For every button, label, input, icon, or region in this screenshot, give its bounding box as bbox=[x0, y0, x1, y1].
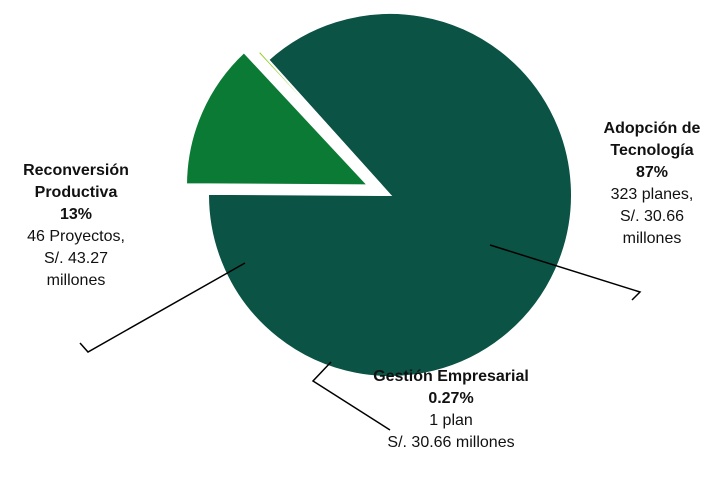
leader-line-0 bbox=[489, 244, 642, 301]
slice-detail-line: S/. 30.66 millones bbox=[387, 434, 515, 451]
slice-detail-line: 46 Proyectos, bbox=[27, 228, 125, 245]
slice-label-gestion-empresarial: Gestión Empresarial 0.27% 1 plan S/. 30.… bbox=[354, 366, 548, 454]
slice-name: Gestión Empresarial bbox=[373, 368, 529, 385]
slice-detail-line: 323 planes, bbox=[610, 186, 694, 203]
slice-detail-line: millones bbox=[46, 272, 106, 289]
slice-detail-line: millones bbox=[622, 230, 682, 247]
leader-lines bbox=[79, 244, 642, 431]
slice-name: Adopción de Tecnología bbox=[603, 120, 701, 159]
pie-slice-0 bbox=[207, 12, 573, 378]
slice-percent: 0.27% bbox=[428, 390, 474, 407]
pie-slice-2 bbox=[256, 49, 383, 187]
pie-slices bbox=[185, 12, 573, 378]
leader-line-1 bbox=[79, 262, 246, 353]
pie-slice-1 bbox=[185, 50, 371, 187]
slice-detail-line: 1 plan bbox=[429, 412, 473, 429]
slice-detail-line: S/. 43.27 bbox=[43, 250, 109, 267]
slice-percent: 87% bbox=[635, 164, 669, 181]
slice-label-adopcion-tecnologia: Adopción de Tecnología 87% 323 planes, S… bbox=[586, 118, 718, 250]
slice-detail-line: S/. 30.66 bbox=[619, 208, 685, 225]
slice-name: Reconversión Productiva bbox=[23, 162, 129, 201]
slice-label-reconversion-productiva: Reconversión Productiva 13% 46 Proyectos… bbox=[0, 160, 152, 292]
leader-line-2 bbox=[311, 361, 391, 431]
slice-percent: 13% bbox=[59, 206, 93, 223]
